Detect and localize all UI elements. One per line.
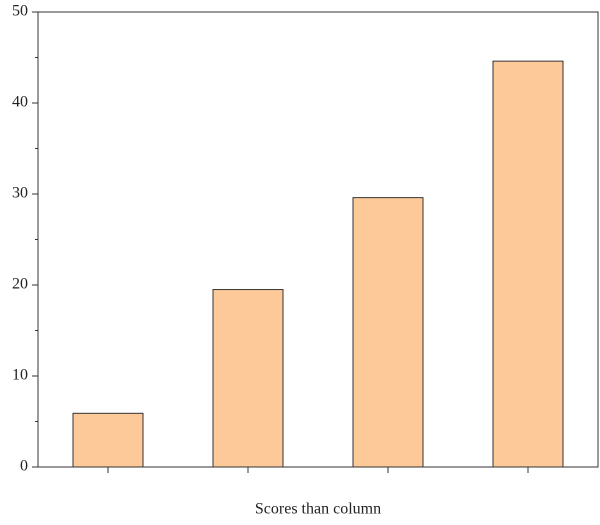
bar <box>72 412 144 468</box>
bar <box>492 60 564 468</box>
x-axis-label: Scores than column <box>255 501 381 518</box>
bar <box>212 289 284 468</box>
y-tick-label: 40 <box>12 94 28 111</box>
y-tick-label: 50 <box>12 3 28 20</box>
bar <box>352 197 424 468</box>
y-tick-label: 30 <box>12 185 28 202</box>
y-tick-label: 20 <box>12 276 28 293</box>
y-tick-label: 10 <box>12 367 28 384</box>
y-tick-label: 0 <box>20 458 28 475</box>
